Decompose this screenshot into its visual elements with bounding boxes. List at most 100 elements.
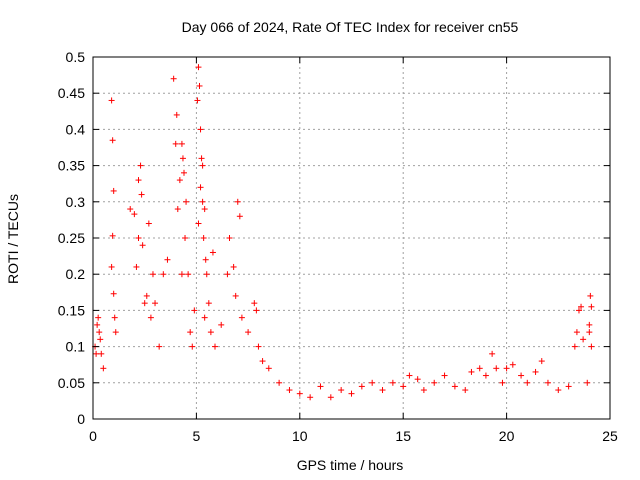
y-tick-label: 0.4 xyxy=(66,121,86,137)
y-tick-label: 0 xyxy=(77,411,85,427)
y-tick-label: 0.3 xyxy=(66,194,86,210)
data-point xyxy=(164,256,171,263)
x-tick-label: 15 xyxy=(395,428,411,444)
data-point xyxy=(544,379,551,386)
data-point xyxy=(207,329,214,336)
y-tick-label: 0.15 xyxy=(58,302,85,318)
data-point xyxy=(338,387,345,394)
data-point xyxy=(135,235,142,241)
data-point xyxy=(139,242,146,249)
data-point xyxy=(327,394,334,401)
data-point xyxy=(317,383,324,390)
data-point xyxy=(253,307,260,314)
data-point xyxy=(588,303,595,310)
data-point xyxy=(588,343,595,350)
data-point xyxy=(584,379,591,386)
data-point xyxy=(179,155,186,162)
data-point xyxy=(578,303,585,310)
data-point xyxy=(94,321,101,328)
data-point xyxy=(200,235,207,241)
data-point xyxy=(191,307,198,314)
y-tick-label: 0.2 xyxy=(66,266,86,282)
y-tick-label: 0.45 xyxy=(58,85,85,101)
y-tick-label: 0.35 xyxy=(58,158,85,174)
data-point xyxy=(265,365,272,372)
data-point xyxy=(406,372,413,379)
data-point xyxy=(185,271,192,278)
data-point xyxy=(476,365,483,372)
data-point xyxy=(156,343,163,350)
data-point xyxy=(259,358,266,365)
data-point xyxy=(586,321,593,328)
data-point xyxy=(580,336,587,343)
data-point xyxy=(255,343,262,350)
data-point xyxy=(251,300,258,307)
data-point xyxy=(109,232,116,239)
y-tick-label: 0.1 xyxy=(66,339,86,355)
data-point xyxy=(145,220,152,227)
data-point xyxy=(238,314,245,321)
data-point xyxy=(503,365,510,372)
data-point xyxy=(555,387,562,394)
data-point xyxy=(232,292,239,299)
data-point xyxy=(379,387,386,394)
data-point xyxy=(160,271,167,278)
data-point xyxy=(173,111,180,118)
data-point xyxy=(212,343,219,350)
data-point xyxy=(414,376,421,383)
data-point xyxy=(133,263,140,270)
data-point xyxy=(586,329,593,336)
data-point xyxy=(108,263,115,270)
data-point xyxy=(198,155,205,162)
data-point xyxy=(199,198,206,205)
data-point xyxy=(143,292,150,299)
y-tick-label: 0.25 xyxy=(58,230,85,246)
data-points xyxy=(92,64,595,401)
data-point xyxy=(389,379,396,386)
data-point xyxy=(532,368,539,375)
data-point xyxy=(152,300,159,307)
data-point xyxy=(96,329,103,336)
data-point xyxy=(420,387,427,394)
data-point xyxy=(196,82,203,89)
data-point xyxy=(141,300,148,307)
y-axis-title: ROTI / TECUs xyxy=(5,194,21,284)
data-point xyxy=(587,292,594,299)
data-point xyxy=(203,271,210,278)
data-point xyxy=(236,213,243,220)
data-point xyxy=(575,307,582,314)
data-point xyxy=(182,235,189,241)
data-point xyxy=(100,365,107,372)
data-point xyxy=(493,365,500,372)
data-point xyxy=(468,368,475,375)
data-point xyxy=(110,187,117,194)
data-point xyxy=(218,321,225,328)
grid-layer xyxy=(93,57,610,419)
data-point xyxy=(462,387,469,394)
data-point xyxy=(197,184,204,191)
data-point xyxy=(482,372,489,379)
data-point xyxy=(197,126,204,133)
data-point xyxy=(571,343,578,350)
data-point xyxy=(538,358,545,365)
y-tick-label: 0.5 xyxy=(66,49,86,65)
data-point xyxy=(358,383,365,390)
data-point xyxy=(187,329,194,336)
data-point xyxy=(224,271,231,278)
axes: 0 5 10 15 20 25 0 0.05 0.1 0.15 0.2 0.25 0.3 0.35 0.4 0… xyxy=(58,49,618,444)
data-point xyxy=(400,383,407,390)
data-point xyxy=(201,314,208,321)
data-point xyxy=(138,191,145,198)
data-point xyxy=(296,390,303,397)
data-point xyxy=(286,387,293,394)
data-point xyxy=(109,137,116,144)
data-point xyxy=(202,256,209,263)
x-tick-label: 0 xyxy=(89,428,97,444)
data-point xyxy=(209,249,216,256)
data-point xyxy=(111,314,118,321)
data-point xyxy=(348,390,355,397)
data-point xyxy=(178,140,185,147)
data-point xyxy=(180,169,187,176)
data-point xyxy=(199,162,206,169)
data-point xyxy=(110,290,117,297)
